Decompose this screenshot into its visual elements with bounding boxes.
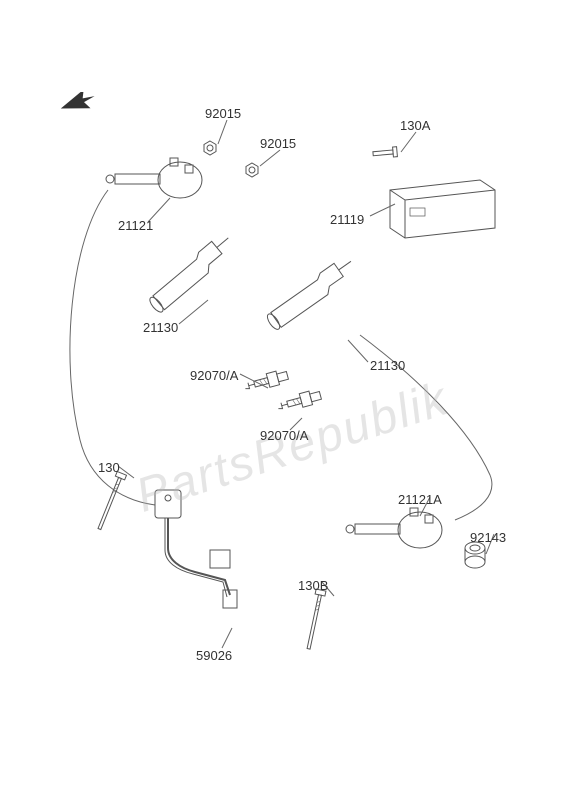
part-nut2 — [246, 163, 258, 177]
part-bolt_130b — [304, 589, 326, 650]
parts-layer — [0, 0, 578, 800]
callout-c13: 130B — [298, 578, 328, 593]
part-bolt_130a — [373, 147, 398, 159]
callout-c10: 130 — [98, 460, 120, 475]
part-cap1 — [145, 232, 237, 314]
callout-c9: 92070/A — [260, 428, 308, 443]
callout-c6: 21130 — [143, 320, 178, 335]
callout-c11: 21121A — [398, 492, 442, 507]
ignition-diagram: PartsRepublik 9201592015130A211192112121… — [0, 0, 578, 800]
part-coil_top — [106, 158, 202, 198]
callout-c12: 92143 — [470, 530, 506, 545]
callout-c5: 21121 — [118, 218, 153, 233]
callout-c1: 92015 — [205, 106, 241, 121]
part-spark2 — [276, 389, 322, 414]
part-sensor — [155, 490, 237, 608]
callout-c14: 59026 — [196, 648, 232, 663]
wire-paths — [70, 190, 492, 520]
leader-lines — [118, 120, 494, 648]
part-cap2 — [263, 255, 359, 332]
part-spark1 — [243, 369, 289, 394]
part-nut1 — [204, 141, 216, 155]
callout-c4: 21119 — [330, 212, 364, 227]
part-collar — [465, 542, 485, 568]
callout-c2: 92015 — [260, 136, 296, 151]
callout-c8: 92070/A — [190, 368, 238, 383]
part-coil_bottom — [346, 508, 442, 548]
part-bolt_130 — [95, 471, 127, 530]
callout-c7: 21130 — [370, 358, 405, 373]
callout-c3: 130A — [400, 118, 430, 133]
part-igniter_box — [390, 180, 495, 238]
part-shapes — [95, 141, 495, 650]
